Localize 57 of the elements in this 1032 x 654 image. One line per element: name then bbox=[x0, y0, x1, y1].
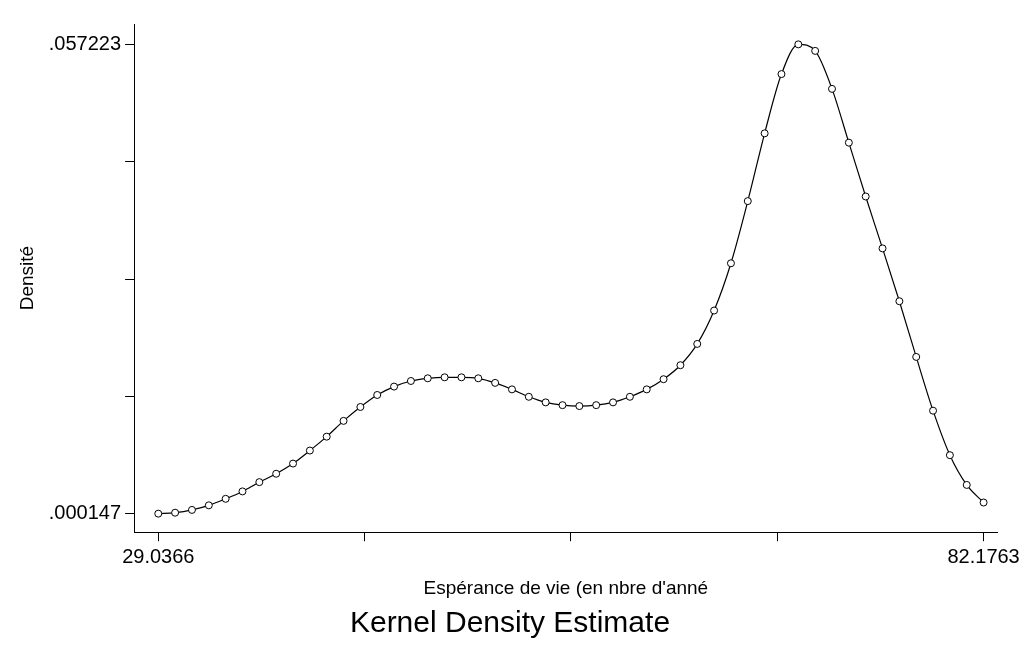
point bbox=[238, 487, 247, 496]
point bbox=[221, 494, 230, 503]
point bbox=[844, 138, 853, 147]
point bbox=[609, 398, 618, 407]
point bbox=[625, 392, 634, 401]
point bbox=[524, 392, 533, 401]
point bbox=[929, 406, 938, 415]
point bbox=[777, 70, 786, 79]
point bbox=[861, 192, 870, 201]
point bbox=[356, 402, 365, 411]
point bbox=[541, 398, 550, 407]
point bbox=[912, 352, 921, 361]
y-tick-label: .000147 bbox=[48, 501, 122, 524]
point bbox=[406, 377, 415, 385]
point bbox=[289, 459, 298, 468]
point bbox=[979, 498, 988, 507]
point bbox=[828, 84, 836, 93]
point bbox=[339, 416, 348, 425]
point bbox=[507, 385, 516, 394]
point bbox=[811, 46, 820, 55]
point bbox=[204, 501, 213, 510]
point bbox=[676, 361, 685, 370]
point bbox=[187, 505, 196, 514]
point bbox=[474, 374, 483, 383]
point bbox=[305, 446, 314, 455]
point bbox=[895, 297, 904, 306]
point bbox=[491, 378, 500, 387]
x-tick-label: 82.1763 bbox=[947, 544, 1020, 567]
text: Kernel Density Estimate bbox=[349, 605, 671, 639]
point bbox=[373, 390, 382, 399]
point bbox=[693, 339, 702, 348]
point bbox=[440, 373, 449, 382]
point bbox=[945, 451, 954, 460]
point bbox=[322, 432, 331, 441]
point bbox=[154, 509, 163, 518]
x-axis-title: Espérance de vie (en nbre d'anné bbox=[423, 576, 709, 598]
y-axis-title: Densité bbox=[15, 245, 37, 311]
point bbox=[710, 306, 719, 315]
point bbox=[743, 197, 752, 206]
point bbox=[423, 374, 432, 383]
point bbox=[642, 385, 651, 394]
point bbox=[726, 259, 735, 268]
x-tick-label: 29.0366 bbox=[122, 544, 195, 567]
point bbox=[592, 401, 601, 410]
point bbox=[171, 508, 180, 517]
point bbox=[760, 129, 769, 138]
y-tick-label: .057223 bbox=[48, 31, 122, 54]
point bbox=[457, 373, 466, 382]
point bbox=[255, 478, 264, 487]
point bbox=[272, 469, 281, 478]
point bbox=[558, 401, 567, 410]
point bbox=[659, 375, 668, 384]
point bbox=[575, 402, 584, 411]
point bbox=[390, 382, 399, 391]
point bbox=[962, 480, 971, 489]
point bbox=[878, 244, 887, 253]
point bbox=[794, 40, 803, 49]
